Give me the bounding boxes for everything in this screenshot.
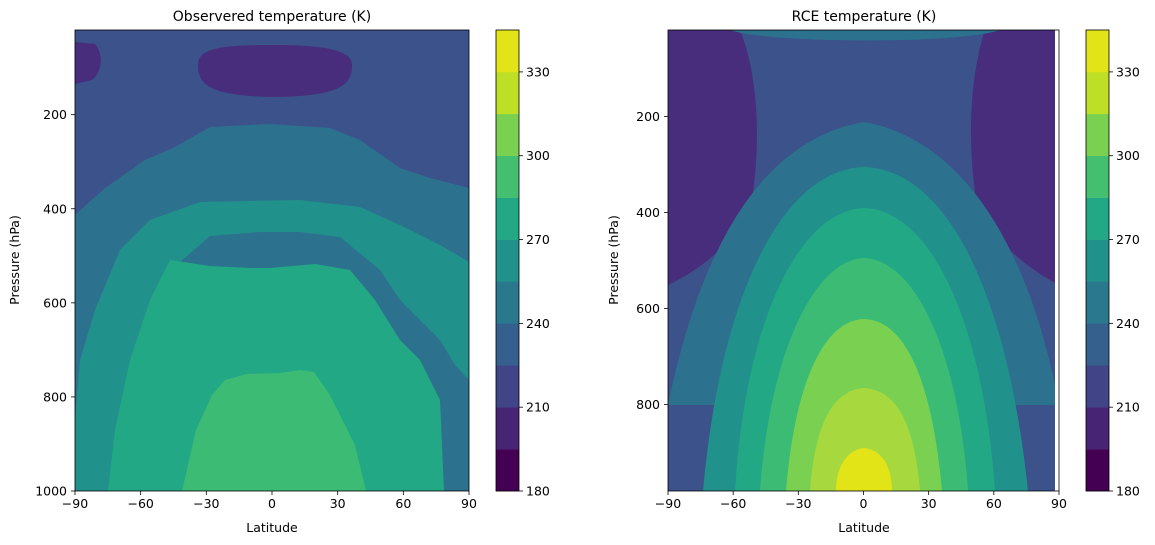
colorbar-segment [496,71,519,115]
band-225-south-pole [75,42,101,84]
x-tick-label: 0 [268,496,276,511]
x-tick-label: 90 [461,496,477,511]
colorbar-segment [496,323,519,366]
colorbar-tick-label: 300 [526,148,550,163]
observed-y-label: Pressure (hPa) [7,215,22,305]
y-tick-label: 400 [636,205,660,220]
x-tick-label: −60 [127,496,153,511]
rce-x-axis: −90 −60 −30 0 30 60 90 [655,491,1067,511]
band-315-dome [810,388,920,491]
colorbar-tick-label: 270 [526,232,550,247]
colorbar-segment [1086,407,1109,450]
rce-title: RCE temperature (K) [792,9,937,25]
colorbar-tick-label: 300 [1116,148,1140,163]
x-tick-label: −30 [785,496,811,511]
colorbar-segment [1086,197,1109,240]
y-tick-label: 600 [636,301,660,316]
x-tick-label: 60 [986,496,1002,511]
colorbar-tick-label: 210 [526,400,550,415]
colorbar-segment [496,113,519,157]
colorbar-segment [1086,239,1109,282]
y-tick-label: 200 [43,107,67,122]
colorbar-segment [1086,30,1109,73]
x-tick-label: −30 [193,496,219,511]
colorbar-segment [1086,155,1109,198]
rce-colorbar: 180 210 240 270 300 330 [1085,29,1140,499]
colorbar-segment [1086,365,1109,408]
observed-x-axis: −90 −60 −30 0 30 60 90 [62,491,477,511]
rce-x-label: Latitude [838,520,890,535]
y-tick-label: 800 [43,389,67,404]
colorbar-tick-label: 330 [526,64,550,79]
colorbar-tick-label: 210 [1116,400,1140,415]
colorbar-segment [496,155,519,198]
band-330-dome [836,448,892,491]
colorbar-segment [496,197,519,240]
observed-colorbar: 180 210 240 270 300 330 [495,29,550,499]
y-tick-label: 600 [43,295,67,310]
x-tick-label: 30 [330,496,346,511]
colorbar-segment [496,30,519,73]
colorbar-tick-label: 240 [526,316,550,331]
x-tick-label: 30 [921,496,937,511]
colorbar-segment [496,365,519,408]
colorbar-segment [1086,323,1109,366]
colorbar-segment [496,239,519,282]
y-tick-label: 1000 [35,484,67,499]
x-tick-label: −60 [720,496,746,511]
colorbar-segment [496,407,519,450]
x-tick-label: 0 [860,496,868,511]
observed-title: Observered temperature (K) [173,9,371,25]
rce-panel: RCE temperature (K) −90 −60 −30 0 30 60 90 200… [606,9,1140,535]
observed-panel: Observered temperature (K) −90 −60 −30 0 30 6… [7,9,550,535]
x-tick-label: −90 [655,496,681,511]
colorbar-segment [1086,113,1109,157]
rce-y-label: Pressure (hPa) [606,215,621,305]
colorbar-tick-label: 180 [1116,484,1140,499]
rce-contour-field [668,30,1059,491]
x-tick-label: 60 [395,496,411,511]
colorbar-segment [496,281,519,324]
colorbar-segment [1086,71,1109,115]
y-tick-label: 400 [43,201,67,216]
y-tick-label: 200 [636,109,660,124]
band-300 [182,370,366,491]
y-tick-label: 800 [636,397,660,412]
colorbar-tick-label: 330 [1116,64,1140,79]
colorbar-frame [495,29,520,492]
band-225-top [730,30,1000,41]
colorbar-segment [1086,281,1109,324]
colorbar-frame [1085,29,1110,492]
band-240 [75,30,469,215]
missing-data-strip [1055,30,1059,491]
observed-x-label: Latitude [246,520,298,535]
colorbar-segment [1086,449,1109,492]
x-tick-label: −90 [62,496,88,511]
observed-contour-field [75,30,469,491]
colorbar-tick-label: 240 [1116,316,1140,331]
band-225-equator [198,45,352,97]
rce-y-axis: 200 400 600 800 [636,109,668,412]
colorbar-segment [496,449,519,492]
colorbar-tick-label: 180 [526,484,550,499]
x-tick-label: 90 [1051,496,1067,511]
observed-y-axis: 200 400 600 800 1000 [35,107,75,499]
colorbar-tick-label: 270 [1116,232,1140,247]
